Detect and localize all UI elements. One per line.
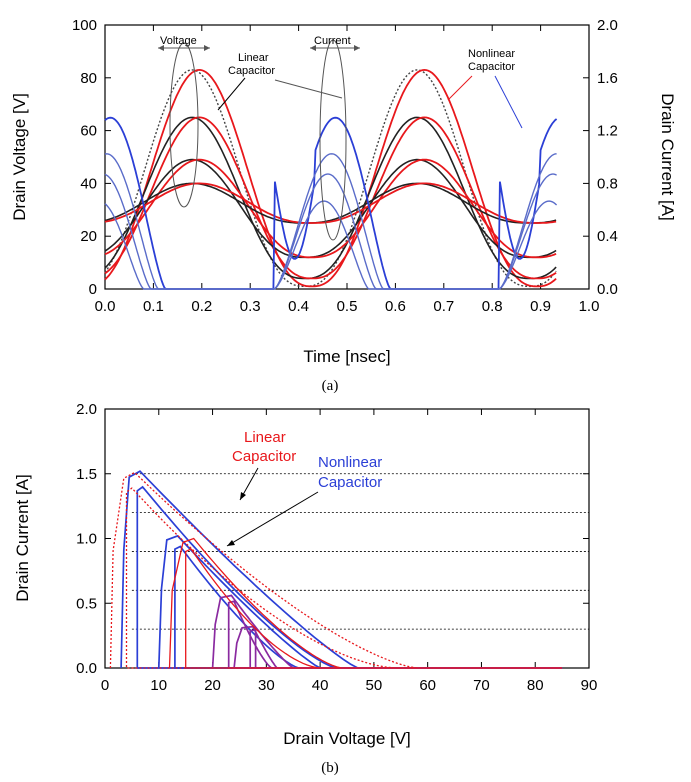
chart-b-xtick-label: 20 xyxy=(204,677,221,694)
chart-a-xtick-label: 1.0 xyxy=(579,298,600,315)
linear-pointer-2 xyxy=(274,79,343,99)
chart-b-ytick-label: 0.5 xyxy=(76,595,97,612)
chart-b-ytick-label: 0.0 xyxy=(76,660,97,677)
chart-a-xtick-label: 0.1 xyxy=(143,298,164,315)
linear-capacitor-voltage-series xyxy=(104,182,557,224)
linear-annotation-line2: Capacitor xyxy=(228,65,275,77)
nonlinear-label-pointer xyxy=(226,491,319,547)
chart-a: 0.0 0.1 0.2 0.3 0.4 0.5 0.6 0.7 0.8 0.9 1.0 0 20 40 6… xyxy=(10,17,677,394)
nonlinear-annotation-line2: Capacitor xyxy=(468,61,515,73)
chart-a-xtick-label: 0.0 xyxy=(95,298,116,315)
nonlinear-pointer-blue xyxy=(494,75,523,129)
linear-annotation-line1: Linear xyxy=(238,52,269,64)
chart-a-ytick-label: 100 xyxy=(72,17,97,34)
nonlinear-annotation-line1: Nonlinear xyxy=(468,48,515,60)
chart-b-ylabel: Drain Current [A] xyxy=(13,474,32,602)
chart-b-annotations: Linear Capacitor Nonlinear Capacitor xyxy=(226,429,382,547)
chart-a-xtick-label: 0.2 xyxy=(191,298,212,315)
chart-b-ytick-label: 1.5 xyxy=(76,466,97,483)
chart-a-xtick-label: 0.8 xyxy=(482,298,503,315)
chart-b-xtick-label: 80 xyxy=(527,677,544,694)
linear-label-line2: Capacitor xyxy=(232,448,296,465)
chart-a-y2tick-label: 2.0 xyxy=(597,17,618,34)
chart-b-xtick-label: 30 xyxy=(258,677,275,694)
nonlinear-pointer-red xyxy=(447,75,473,101)
linear-label-arrowhead xyxy=(240,492,246,500)
current-annotation: Current xyxy=(314,35,351,47)
chart-a-ytick-label: 80 xyxy=(80,70,97,87)
current-ellipse xyxy=(319,39,347,241)
linear-capacitor-loop-series xyxy=(168,537,563,669)
nonlinear-label-line2: Capacitor xyxy=(318,474,382,491)
voltage-ellipse xyxy=(169,42,199,208)
chart-a-ytick-label: 0 xyxy=(89,281,97,298)
chart-a-ytick-label: 40 xyxy=(80,175,97,192)
chart-a-xtick-label: 0.4 xyxy=(288,298,309,315)
chart-a-y2tick-label: 0.0 xyxy=(597,281,618,298)
chart-a-xtick-label: 0.6 xyxy=(385,298,406,315)
chart-b-xtick-label: 0 xyxy=(101,677,109,694)
reference-voltage-series xyxy=(104,182,557,224)
chart-b-xtick-label: 90 xyxy=(581,677,598,694)
chart-a-ylabel: Drain Voltage [V] xyxy=(10,93,29,221)
chart-a-caption: (a) xyxy=(322,378,339,394)
chart-a-ytick-label: 20 xyxy=(80,228,97,245)
chart-b-xtick-label: 10 xyxy=(150,677,167,694)
chart-a-y2tick-label: 0.4 xyxy=(597,228,618,245)
reference-voltage-series xyxy=(104,116,557,280)
chart-a-xlabel: Time [nsec] xyxy=(303,347,390,366)
chart-a-ytick-label: 60 xyxy=(80,123,97,140)
current-arrowheads xyxy=(310,45,360,51)
chart-b-ytick-label: 2.0 xyxy=(76,401,97,418)
chart-a-y2tick-label: 0.8 xyxy=(597,175,618,192)
chart-a-xtick-label: 0.3 xyxy=(240,298,261,315)
chart-a-xtick-label: 0.5 xyxy=(337,298,358,315)
linear-label-line1: Linear xyxy=(244,429,286,446)
chart-b-xtick-label: 40 xyxy=(312,677,329,694)
chart-b-ytick-label: 1.0 xyxy=(76,531,97,548)
chart-b-caption: (b) xyxy=(321,760,339,776)
chart-b-xlabel: Drain Voltage [V] xyxy=(283,729,411,748)
nonlinear-capacitor-current-series xyxy=(104,200,558,290)
nonlinear-label-line1: Nonlinear xyxy=(318,454,382,471)
chart-a-plot-area xyxy=(104,24,590,290)
chart-b: 0 10 20 30 40 50 60 70 80 90 0.0 0.5 1.0 1.5 2.0 Line… xyxy=(13,401,597,776)
chart-a-y2tick-label: 1.2 xyxy=(597,123,618,140)
linear-pointer xyxy=(217,77,246,111)
chart-a-y2label: Drain Current [A] xyxy=(658,93,677,221)
chart-b-xtick-label: 50 xyxy=(366,677,383,694)
chart-b-xtick-label: 60 xyxy=(419,677,436,694)
linear-capacitor-voltage-series xyxy=(104,68,557,288)
reference-voltage-series xyxy=(104,158,557,259)
chart-a-y2tick-label: 1.6 xyxy=(597,70,618,87)
voltage-annotation: Voltage xyxy=(160,35,197,47)
chart-a-xtick-label: 0.9 xyxy=(530,298,551,315)
chart-b-xtick-label: 70 xyxy=(473,677,490,694)
chart-a-annotations: Voltage Current Linear Capacitor Nonline… xyxy=(158,35,523,241)
voltage-arrowheads xyxy=(158,45,210,51)
reference-voltage-series xyxy=(104,69,557,288)
chart-a-xtick-label: 0.7 xyxy=(433,298,454,315)
linear-capacitor-voltage-series xyxy=(104,158,557,259)
nonlinear-label-arrowhead xyxy=(227,540,235,546)
